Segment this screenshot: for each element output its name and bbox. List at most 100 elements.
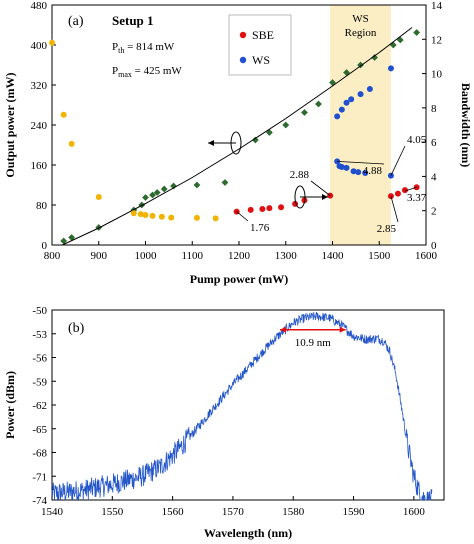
legend-label-ws: WS (252, 53, 270, 67)
data-point-circle (401, 187, 408, 194)
data-point-circle (130, 210, 137, 217)
x-tick-label: 1000 (135, 250, 158, 262)
legend-marker-ws (239, 56, 247, 64)
y-tick-label: -74 (32, 495, 47, 507)
data-point-circle (142, 212, 149, 218)
x-tick-label: 1200 (228, 250, 251, 262)
annotation-label: 2.88 (290, 169, 310, 181)
data-point-diamond (160, 185, 168, 193)
y-left-tick-label: 160 (31, 160, 48, 172)
data-point-circle (247, 206, 254, 213)
data-point-diamond (170, 182, 177, 190)
fwhm-arrow-head (279, 326, 286, 333)
data-point-circle (137, 211, 144, 218)
y-left-axis-label: Output power (mW) (3, 72, 17, 177)
x-tick-label: 1580 (282, 506, 305, 518)
x-tick-label: 1500 (368, 250, 391, 262)
y-right-axis-label: Bandwidth (nm) (459, 83, 473, 167)
y-tick-label: -50 (32, 305, 47, 317)
data-point-circle (355, 169, 362, 176)
x-tick-label: 1400 (322, 250, 345, 262)
data-point-circle (158, 213, 165, 220)
annotation-leader (310, 180, 331, 196)
data-point-circle (338, 106, 345, 113)
data-point-diamond (371, 54, 378, 61)
y-right-tick-label: 12 (431, 34, 442, 46)
x-tick-label: 1570 (222, 506, 245, 518)
ws-region-band (330, 5, 391, 245)
y-right-tick-label: 0 (431, 240, 437, 252)
data-point-circle (348, 96, 355, 103)
y-right-tick-label: 2 (431, 206, 437, 218)
data-point-circle (168, 214, 175, 221)
y-left-tick-label: 0 (42, 240, 48, 252)
chart-b: 1540 1550 1560 1570 1580 1590 1600 -50 -53 -56 -59… (3, 305, 445, 540)
panel-label: (b) (68, 321, 85, 336)
panel-label: (a) (68, 14, 84, 29)
ws-region-label: WS (352, 13, 369, 25)
data-point-diamond (282, 121, 290, 129)
data-point-circle (338, 164, 345, 170)
data-point-diamond (193, 181, 201, 189)
y-left-tick-label: 480 (31, 0, 48, 12)
data-point-circle (357, 91, 364, 98)
data-point-circle (350, 168, 357, 175)
data-point-diamond (265, 129, 273, 136)
x-tick-label: 1600 (415, 250, 438, 262)
y-left-tick-label: 320 (31, 80, 48, 92)
fit-line (62, 27, 413, 246)
data-point-circle (68, 140, 75, 147)
data-point-circle (387, 65, 394, 72)
data-point-diamond (413, 29, 421, 36)
data-point-diamond (142, 194, 149, 201)
data-point-circle (149, 212, 156, 219)
data-point-circle (212, 215, 219, 222)
y-right-tick-label: 10 (431, 69, 443, 81)
data-point-diamond (329, 79, 336, 86)
y-tick-label: -53 (32, 329, 47, 341)
data-point-circle (334, 113, 341, 120)
plot-frame (51, 309, 445, 501)
fwhm-arrow-head (339, 326, 346, 333)
x-tick-label: 900 (91, 250, 108, 262)
y-right-tick-label: 14 (431, 0, 443, 12)
data-point-diamond (315, 100, 322, 108)
x-tick-label: 1600 (403, 506, 426, 518)
y-tick-label: -62 (32, 400, 47, 412)
data-point-diamond (301, 109, 308, 116)
y-tick-label: -68 (32, 448, 47, 460)
x-tick-label: 1100 (181, 250, 203, 262)
annotation-label: 1.76 (250, 222, 270, 234)
legend-box (228, 14, 292, 76)
annotation-label: 4.05 (407, 134, 427, 146)
x-tick-label: 1590 (343, 506, 366, 518)
data-point-circle (266, 205, 273, 212)
x-tick-label: 800 (44, 250, 61, 262)
axis-arrow-head (208, 140, 214, 146)
data-point-diamond (149, 191, 156, 199)
data-point-diamond (153, 189, 161, 196)
annotation-leader (390, 145, 406, 176)
param-text: Pmax = 425 mW (112, 65, 182, 79)
legend-marker-sbe (239, 31, 247, 39)
x-axis-label: Wavelength (nm) (204, 526, 292, 540)
data-point-circle (49, 39, 55, 46)
annotation-leader (390, 196, 399, 223)
param-text: Pth = 814 mW (112, 41, 175, 55)
fwhm-label: 10.9 nm (295, 337, 332, 349)
x-tick-label: 1540 (41, 506, 64, 518)
x-tick-label: 1300 (275, 250, 298, 262)
x-tick-label: 1560 (162, 506, 185, 518)
data-point-circle (394, 190, 401, 197)
data-point-circle (343, 99, 350, 106)
data-point-circle (95, 194, 102, 200)
annotation-leader (337, 160, 385, 165)
y-tick-label: -71 (32, 471, 47, 483)
y-right-tick-label: 6 (431, 137, 437, 149)
data-point-circle (362, 170, 369, 176)
data-point-diamond (251, 136, 259, 144)
annotation-label: 4.88 (363, 165, 383, 177)
ws-region-label: Region (345, 27, 377, 39)
